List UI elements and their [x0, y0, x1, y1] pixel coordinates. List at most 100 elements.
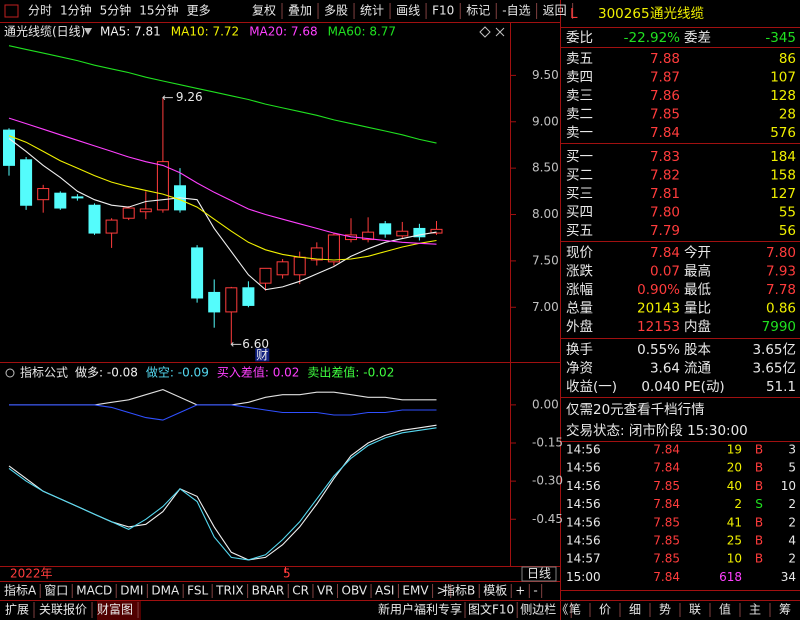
event-marker-bg — [255, 348, 270, 362]
date-label: 5 — [283, 567, 291, 581]
toolbar-item[interactable]: 15分钟 — [139, 3, 178, 18]
footer-item[interactable]: 扩展 — [5, 603, 29, 617]
footer-item[interactable]: 侧边栏《 — [520, 602, 568, 617]
book-label: 买五 — [566, 223, 593, 239]
panel-tab[interactable]: 值 — [719, 602, 731, 617]
book-price: 7.83 — [650, 149, 680, 165]
toolbar-item[interactable]: -自选 — [502, 4, 530, 18]
legend-item: 卖出差值: -0.02 — [307, 365, 394, 380]
stat-label: 总量 — [566, 301, 593, 317]
trade-count: 34 — [781, 570, 796, 584]
y-tick-label: 7.00 — [532, 300, 559, 314]
event-marker[interactable]: 财 — [256, 348, 268, 362]
stat-value: 7.78 — [766, 282, 796, 298]
trade-time: 15:00 — [566, 570, 601, 584]
toolbar-item[interactable]: 复权 — [252, 4, 276, 18]
indicator-tab[interactable]: - — [533, 584, 537, 598]
indicator-tab[interactable]: > — [437, 584, 447, 598]
panel-tab[interactable]: 联 — [689, 603, 701, 617]
book-price: 7.79 — [650, 223, 680, 239]
toolbar-item[interactable]: 多股 — [324, 4, 348, 18]
indicator-tab[interactable]: 指标B — [443, 583, 475, 598]
indicator-tab[interactable]: 模板 — [483, 584, 507, 598]
toolbar-item[interactable]: 5分钟 — [100, 3, 132, 18]
y-tick-label: -0.45 — [532, 512, 563, 526]
period-label[interactable]: 日线 — [527, 567, 551, 581]
menu-icon[interactable] — [4, 4, 19, 18]
toolbar-item[interactable]: 叠加 — [288, 4, 312, 18]
trade-volume: 10 — [727, 552, 742, 566]
y-tick-label: 9.50 — [532, 68, 559, 82]
indicator-icon[interactable] — [5, 368, 15, 378]
expand-icon[interactable] — [479, 26, 491, 38]
trade-time: 14:56 — [566, 443, 601, 457]
trade-count: 3 — [788, 443, 796, 457]
footer-item[interactable]: 图文F10 — [468, 602, 514, 617]
indicator-tab[interactable]: TRIX — [215, 584, 243, 598]
trade-time: 14:56 — [566, 497, 601, 511]
panel-tab[interactable]: 主 — [749, 603, 761, 617]
min-label: 6.60 — [242, 337, 269, 351]
indicator-tab[interactable]: FSL — [187, 584, 208, 598]
indicator-tab[interactable]: + — [515, 584, 525, 598]
trade-time: 14:56 — [566, 515, 601, 529]
trade-volume: 41 — [727, 515, 742, 529]
ma-line — [8, 138, 437, 291]
candle-body — [191, 247, 204, 299]
toolbar-item[interactable]: 更多 — [187, 4, 211, 18]
toolbar-item[interactable]: 画线 — [396, 4, 420, 18]
stock-name: 通光线缆 — [650, 6, 704, 22]
indicator-tab[interactable]: DMA — [151, 584, 180, 598]
toolbar-item[interactable]: F10 — [432, 4, 454, 18]
panel-tab[interactable]: 筹 — [779, 603, 791, 617]
indicator-tab[interactable]: 窗口 — [44, 584, 68, 598]
dropdown-icon[interactable] — [84, 28, 92, 35]
footer-item[interactable]: 新用户福利专享 — [378, 602, 462, 617]
panel-tab[interactable]: 笔 — [569, 602, 581, 617]
trade-side: B — [755, 461, 763, 475]
indicator-tab[interactable]: EMV — [402, 584, 429, 598]
date-label: 2022年 — [10, 567, 53, 581]
panel-tab[interactable]: 价 — [599, 603, 611, 617]
toolbar-item[interactable]: 标记 — [466, 4, 490, 18]
indicator-tab[interactable]: MACD — [76, 584, 112, 598]
toolbar-item[interactable]: 1分钟 — [60, 3, 92, 18]
stat-value: 0.040 — [641, 379, 680, 395]
panel-tab[interactable]: 细 — [629, 603, 641, 617]
indicator-tab[interactable]: ASI — [375, 584, 394, 598]
book-price: 7.86 — [650, 88, 680, 104]
toolbar-item[interactable]: 分时 — [28, 4, 52, 18]
trade-volume: 19 — [727, 443, 742, 457]
trade-price: 7.85 — [653, 479, 680, 493]
value: -345 — [765, 30, 796, 46]
toolbar-item[interactable]: 返回 — [543, 4, 567, 18]
indicator-tab[interactable]: BRAR — [252, 584, 285, 598]
trade-count: 2 — [788, 515, 796, 529]
y-tick-label: -0.15 — [532, 436, 563, 450]
stat-value: 0.07 — [650, 264, 680, 280]
indicator-tab[interactable]: VR — [317, 584, 334, 598]
candle-body — [310, 247, 323, 261]
stat-label: 股本 — [684, 342, 712, 358]
toolbar-item[interactable]: 统计 — [360, 4, 384, 18]
book-label: 卖三 — [566, 88, 593, 104]
legend-item: MA10: 7.72 — [171, 25, 239, 39]
indicator-tab[interactable]: 指标A — [4, 583, 37, 598]
stat-value: 20143 — [637, 301, 680, 317]
indicator-tab[interactable]: DMI — [120, 584, 143, 598]
candle-body — [242, 287, 255, 306]
footer-item[interactable]: 财富图 — [97, 602, 133, 617]
stat-label: PE(动) — [684, 379, 725, 395]
period-box[interactable] — [521, 566, 557, 582]
footer-item[interactable]: 关联报价 — [39, 602, 87, 617]
promo[interactable]: 仅需20元查看千档行情 — [566, 402, 705, 418]
candle-body — [156, 161, 169, 211]
indicator-tab[interactable]: OBV — [342, 584, 368, 598]
trade-price: 7.85 — [653, 534, 680, 548]
close-icon[interactable] — [495, 27, 505, 37]
stat-label: 内盘 — [684, 318, 711, 335]
stat-value: 3.65亿 — [752, 342, 796, 358]
panel-tab[interactable]: 势 — [659, 603, 671, 617]
indicator-tab[interactable]: CR — [292, 584, 309, 598]
